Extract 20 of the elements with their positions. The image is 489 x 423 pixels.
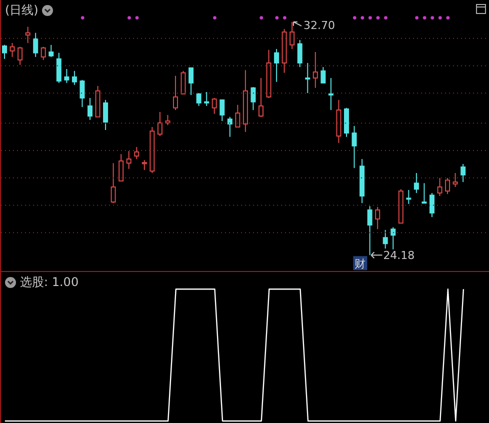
candlestick (414, 172, 419, 194)
candlestick (126, 150, 132, 170)
candlestick (336, 99, 342, 144)
candlestick (352, 125, 357, 169)
candlestick (367, 206, 372, 256)
annotation: 24.18 (383, 249, 415, 262)
candlestick (406, 189, 412, 204)
candlestick (360, 158, 365, 204)
chart-title: 选股: 1.00 (20, 274, 79, 291)
candlestick (312, 52, 318, 88)
candlestick (328, 78, 334, 111)
candlestick (274, 48, 280, 82)
candlestick (10, 42, 15, 58)
candlestick (87, 98, 92, 120)
chart-title: (日线) (5, 2, 38, 19)
candlestick (25, 26, 30, 44)
candlestick (242, 70, 248, 132)
candlestick (305, 62, 310, 94)
annotation: 财 (354, 258, 366, 271)
annotation: 32.70 (303, 18, 335, 32)
